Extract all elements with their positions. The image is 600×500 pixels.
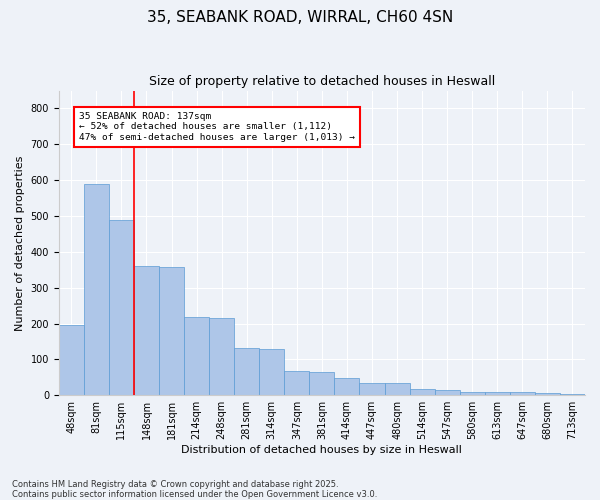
Bar [535,392,560,395]
Bar [460,392,485,395]
Text: Contains HM Land Registry data © Crown copyright and database right 2025.
Contai: Contains HM Land Registry data © Crown c… [12,480,377,499]
Bar [385,384,410,395]
X-axis label: Distribution of detached houses by size in Heswall: Distribution of detached houses by size … [181,445,463,455]
Bar [184,318,209,395]
Bar [234,348,259,395]
Bar [84,184,109,395]
Bar [134,266,159,395]
Bar [59,326,84,395]
Title: Size of property relative to detached houses in Heswall: Size of property relative to detached ho… [149,75,495,88]
Bar [434,390,460,395]
Bar [209,318,234,395]
Bar [284,371,310,395]
Bar [334,378,359,395]
Bar [410,389,434,395]
Bar [359,382,385,395]
Bar [485,392,510,395]
Y-axis label: Number of detached properties: Number of detached properties [15,155,25,330]
Bar [560,394,585,395]
Bar [159,267,184,395]
Bar [109,220,134,395]
Text: 35, SEABANK ROAD, WIRRAL, CH60 4SN: 35, SEABANK ROAD, WIRRAL, CH60 4SN [147,10,453,25]
Bar [510,392,535,395]
Bar [259,348,284,395]
Bar [310,372,334,395]
Text: 35 SEABANK ROAD: 137sqm
← 52% of detached houses are smaller (1,112)
47% of semi: 35 SEABANK ROAD: 137sqm ← 52% of detache… [79,112,355,142]
